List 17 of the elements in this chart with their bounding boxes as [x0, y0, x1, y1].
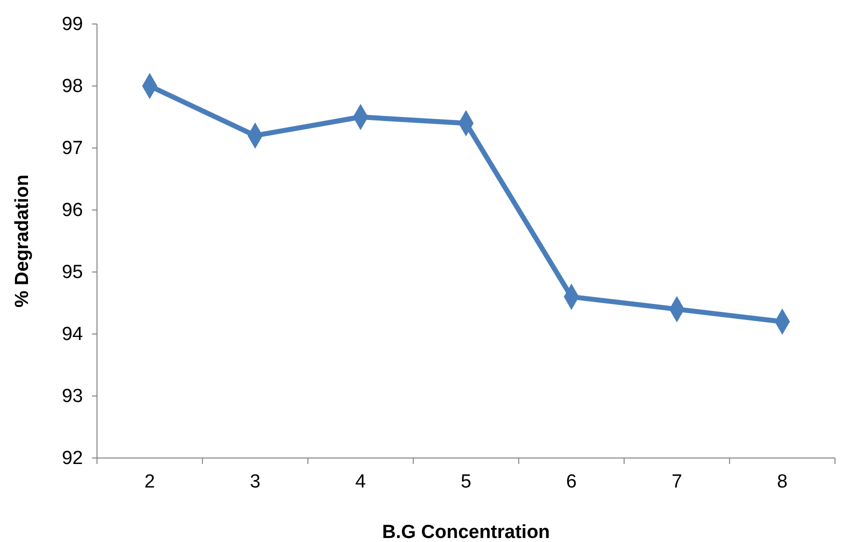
- x-tick-label: 6: [566, 472, 577, 493]
- x-axis-title: B.G Concentration: [382, 522, 550, 542]
- y-tick-label: 95: [62, 262, 83, 284]
- y-axis-title: % Degradation: [12, 174, 33, 308]
- x-tick-label: 3: [250, 472, 260, 493]
- x-tick-label: 7: [672, 472, 682, 493]
- y-tick-label: 92: [62, 448, 83, 470]
- y-tick-label: 94: [62, 324, 84, 346]
- x-tick-label: 4: [355, 472, 366, 493]
- y-tick-label: 97: [62, 138, 83, 160]
- x-tick-label: 2: [144, 472, 156, 493]
- y-tick-label: 93: [62, 386, 83, 408]
- x-tick-label: 5: [460, 472, 472, 493]
- x-tick-label: 8: [776, 472, 788, 493]
- y-tick-label: 99: [62, 14, 83, 36]
- y-tick-label: 96: [62, 200, 83, 222]
- y-tick-label: 98: [62, 76, 83, 98]
